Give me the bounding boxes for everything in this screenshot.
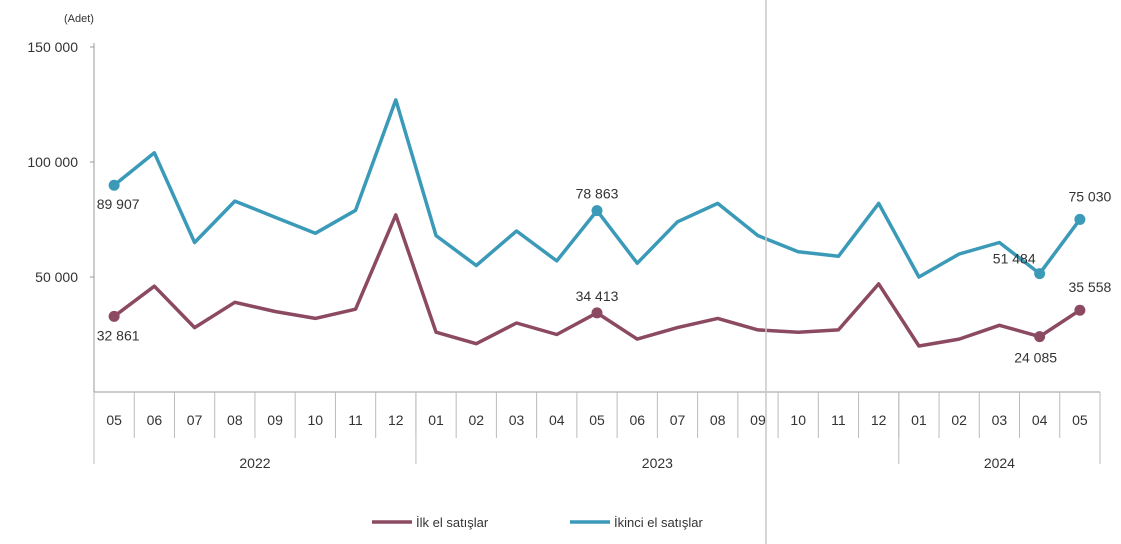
legend-entry: İkinci el satışlar bbox=[614, 515, 704, 530]
x-tick-label: 11 bbox=[348, 412, 363, 428]
x-tick-label: 02 bbox=[468, 412, 484, 428]
series-point bbox=[1034, 331, 1046, 343]
series-point bbox=[591, 205, 603, 217]
y-unit-label: (Adet) bbox=[64, 13, 94, 25]
x-tick-label: 03 bbox=[992, 412, 1008, 428]
data-label: 24 085 bbox=[1014, 350, 1057, 366]
x-tick-label: 08 bbox=[227, 412, 243, 428]
series-point bbox=[108, 179, 120, 191]
series-point bbox=[1074, 304, 1086, 316]
series-point bbox=[1074, 213, 1086, 225]
series-layer bbox=[108, 98, 1086, 348]
x-tick-label: 02 bbox=[951, 412, 967, 428]
y-tick-label: 50 000 bbox=[35, 269, 78, 285]
x-tick-label: 09 bbox=[750, 412, 766, 428]
year-label: 2024 bbox=[984, 455, 1015, 471]
x-tick-label: 06 bbox=[147, 412, 163, 428]
x-tick-label: 01 bbox=[911, 412, 927, 428]
data-label: 75 030 bbox=[1068, 188, 1111, 204]
x-tick-label: 09 bbox=[267, 412, 283, 428]
data-label: 35 558 bbox=[1068, 279, 1111, 295]
series-point bbox=[1034, 268, 1046, 280]
x-tick-label: 05 bbox=[589, 412, 605, 428]
y-tick-label: 100 000 bbox=[27, 154, 78, 170]
legend: İlk el satışlar İkinci el satışlar bbox=[372, 515, 704, 530]
year-label: 2023 bbox=[642, 455, 673, 471]
x-tick-label: 06 bbox=[629, 412, 645, 428]
x-tick-label: 08 bbox=[710, 412, 726, 428]
y-axis: 150 000 100 000 50 000 bbox=[27, 39, 95, 392]
data-label: 78 863 bbox=[576, 186, 619, 202]
series-line-1 bbox=[113, 213, 1081, 348]
x-tick-label: 11 bbox=[831, 412, 846, 428]
data-label: 89 907 bbox=[97, 196, 140, 212]
x-tick-label: 12 bbox=[388, 412, 404, 428]
data-label: 32 861 bbox=[97, 327, 140, 343]
series-point bbox=[108, 310, 120, 322]
x-tick-label: 05 bbox=[106, 412, 122, 428]
data-label: 51 484 bbox=[993, 251, 1036, 267]
x-tick-label: 04 bbox=[1032, 412, 1048, 428]
x-tick-label: 04 bbox=[549, 412, 565, 428]
x-tick-label: 05 bbox=[1072, 412, 1088, 428]
year-label: 2022 bbox=[239, 455, 270, 471]
x-tick-label: 03 bbox=[509, 412, 525, 428]
x-tick-label: 10 bbox=[308, 412, 324, 428]
x-tick-label: 10 bbox=[790, 412, 806, 428]
data-labels: 32 861 34 413 24 085 35 558 89 907 78 863 51 4… bbox=[97, 186, 1112, 366]
series-point bbox=[591, 307, 603, 319]
y-tick-label: 150 000 bbox=[27, 39, 78, 55]
legend-entry: İlk el satışlar bbox=[416, 515, 489, 530]
x-tick-label: 07 bbox=[187, 412, 203, 428]
x-tick-label: 12 bbox=[871, 412, 887, 428]
data-label: 34 413 bbox=[576, 288, 619, 304]
x-tick-label: 01 bbox=[428, 412, 444, 428]
x-tick-label: 07 bbox=[670, 412, 686, 428]
x-axis: 05 06 07 08 09 10 11 12 01 02 03 04 05 06 07 08 09 10 11 12… bbox=[93, 391, 1101, 471]
